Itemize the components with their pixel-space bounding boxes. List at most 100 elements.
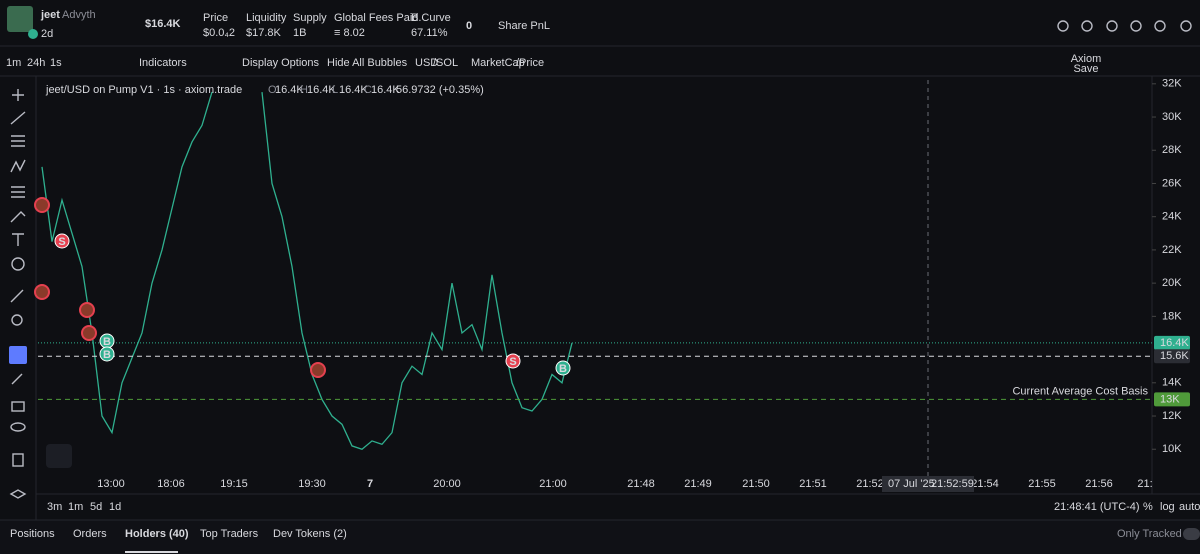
x-tick-label: 13:00 [97, 478, 125, 490]
header-icon[interactable] [1081, 20, 1093, 32]
stat-label: Price [203, 12, 228, 24]
currency-usd[interactable]: USD [415, 57, 438, 69]
tool-channel[interactable] [11, 135, 25, 147]
header-icon[interactable] [1130, 20, 1142, 32]
x-tick-label: 21:00 [539, 478, 567, 490]
avatar-bubble[interactable] [34, 284, 50, 300]
trade-bubble[interactable] [54, 233, 70, 249]
tool-lock[interactable] [11, 401, 25, 412]
watch-count: 0 [466, 20, 472, 32]
header-icon[interactable] [1106, 20, 1118, 32]
market-cap: $16.4K [145, 18, 181, 30]
avatar-bubble[interactable] [34, 197, 50, 213]
range[interactable]: 3m [47, 501, 62, 513]
y-tick-label: 22K [1162, 244, 1182, 256]
tab[interactable]: Orders [73, 528, 107, 540]
tool-ruler[interactable] [10, 289, 24, 303]
avatar-bubble[interactable] [79, 302, 95, 318]
y-tick-label: 18K [1162, 310, 1182, 322]
trade-bubble[interactable] [505, 353, 521, 369]
interval[interactable]: 1s [50, 57, 62, 69]
indicators[interactable]: Indicators [139, 57, 187, 69]
token-handle: Advyth [62, 9, 96, 21]
header-icon[interactable] [1180, 20, 1192, 32]
y-tick-label: 14K [1162, 377, 1182, 389]
tool-active[interactable] [9, 346, 27, 364]
y-tick-label: 24K [1162, 211, 1182, 223]
stat-value: $0.0₄2 [203, 27, 235, 39]
ohlc-key: C [364, 84, 372, 96]
tv-logo [46, 444, 72, 468]
share-pnl[interactable]: Share PnL [498, 20, 550, 32]
stat-value: 1B [293, 27, 306, 39]
crosshair-time: 21:52:59 [931, 478, 974, 490]
stat-label: Global Fees Paid [334, 12, 418, 24]
x-tick-label: 18:06 [157, 478, 185, 490]
x-tick-label: 21: [1137, 478, 1152, 490]
tool-layers[interactable] [9, 489, 27, 499]
price-level-box [1154, 392, 1190, 407]
header-icon[interactable] [1154, 20, 1166, 32]
toggle[interactable] [1183, 528, 1200, 540]
y-tick-label: 20K [1162, 277, 1182, 289]
header-icon[interactable] [1057, 20, 1069, 32]
scale-option[interactable]: log [1160, 501, 1175, 513]
tool-lock-draw[interactable] [11, 373, 23, 385]
token-age: 2d [41, 28, 53, 40]
layout-name[interactable]: Axiom [1071, 53, 1102, 65]
stat-value: 67.11% [411, 27, 448, 39]
x-tick-label: 19:15 [220, 478, 248, 490]
tool-pattern[interactable] [10, 159, 26, 173]
left-tools [9, 89, 27, 499]
avatar-bubble[interactable] [310, 362, 326, 378]
tool-brush[interactable] [10, 211, 26, 223]
display-options[interactable]: Display Options [242, 57, 320, 69]
interval[interactable]: 1m [6, 57, 21, 69]
y-tick-label: 32K [1162, 78, 1182, 90]
tab[interactable]: Dev Tokens (2) [273, 528, 347, 540]
price-level-box [1154, 349, 1190, 364]
scale-option[interactable]: auto [1179, 501, 1200, 513]
only-tracked[interactable]: Only Tracked [1117, 528, 1182, 540]
tab[interactable]: Holders (40) [125, 528, 189, 540]
tool-trash[interactable] [12, 453, 24, 467]
range[interactable]: 5d [90, 501, 102, 513]
tool-zoom[interactable] [11, 314, 23, 326]
avatar-bubble[interactable] [81, 325, 97, 341]
ohlc-value: 16.4K [275, 84, 304, 96]
stat-value: $17.8K [246, 27, 282, 39]
x-tick-label: 21:49 [684, 478, 712, 490]
currency-sol[interactable]: /SOL [433, 57, 458, 69]
tool-line[interactable] [10, 111, 26, 125]
tab[interactable]: Positions [10, 528, 55, 540]
range[interactable]: 1d [109, 501, 121, 513]
tool-fib[interactable] [11, 186, 25, 198]
layout-save[interactable]: Save [1073, 63, 1098, 75]
trade-bubble-label: S [58, 236, 65, 248]
trade-bubble[interactable] [99, 346, 115, 362]
tab-bar [0, 520, 1200, 554]
x-tick-label: 21:48 [627, 478, 655, 490]
crosshair-box [882, 476, 974, 492]
tool-hide[interactable] [10, 422, 26, 432]
scale-option[interactable]: % [1143, 501, 1153, 513]
hide-bubbles[interactable]: Hide All Bubbles [327, 57, 408, 69]
range[interactable]: 1m [68, 501, 83, 513]
price-level-label: 16.4K [1160, 337, 1189, 349]
x-tick-label: 21:56 [1085, 478, 1113, 490]
x-tick-label: 21:54 [971, 478, 999, 490]
mode-mcap[interactable]: MarketCap [471, 57, 525, 69]
tool-cross[interactable] [12, 89, 24, 101]
mode-price[interactable]: /Price [516, 57, 544, 69]
price-line [41, 91, 573, 450]
tab[interactable]: Top Traders [200, 528, 259, 540]
tool-emoji[interactable] [11, 257, 25, 271]
ohlc-value: 16.4K [307, 84, 336, 96]
token-avatar[interactable] [7, 6, 33, 32]
interval[interactable]: 24h [27, 57, 45, 69]
token-name: jeet [40, 9, 60, 21]
tool-text[interactable] [12, 233, 24, 246]
trade-bubble[interactable] [555, 360, 571, 376]
